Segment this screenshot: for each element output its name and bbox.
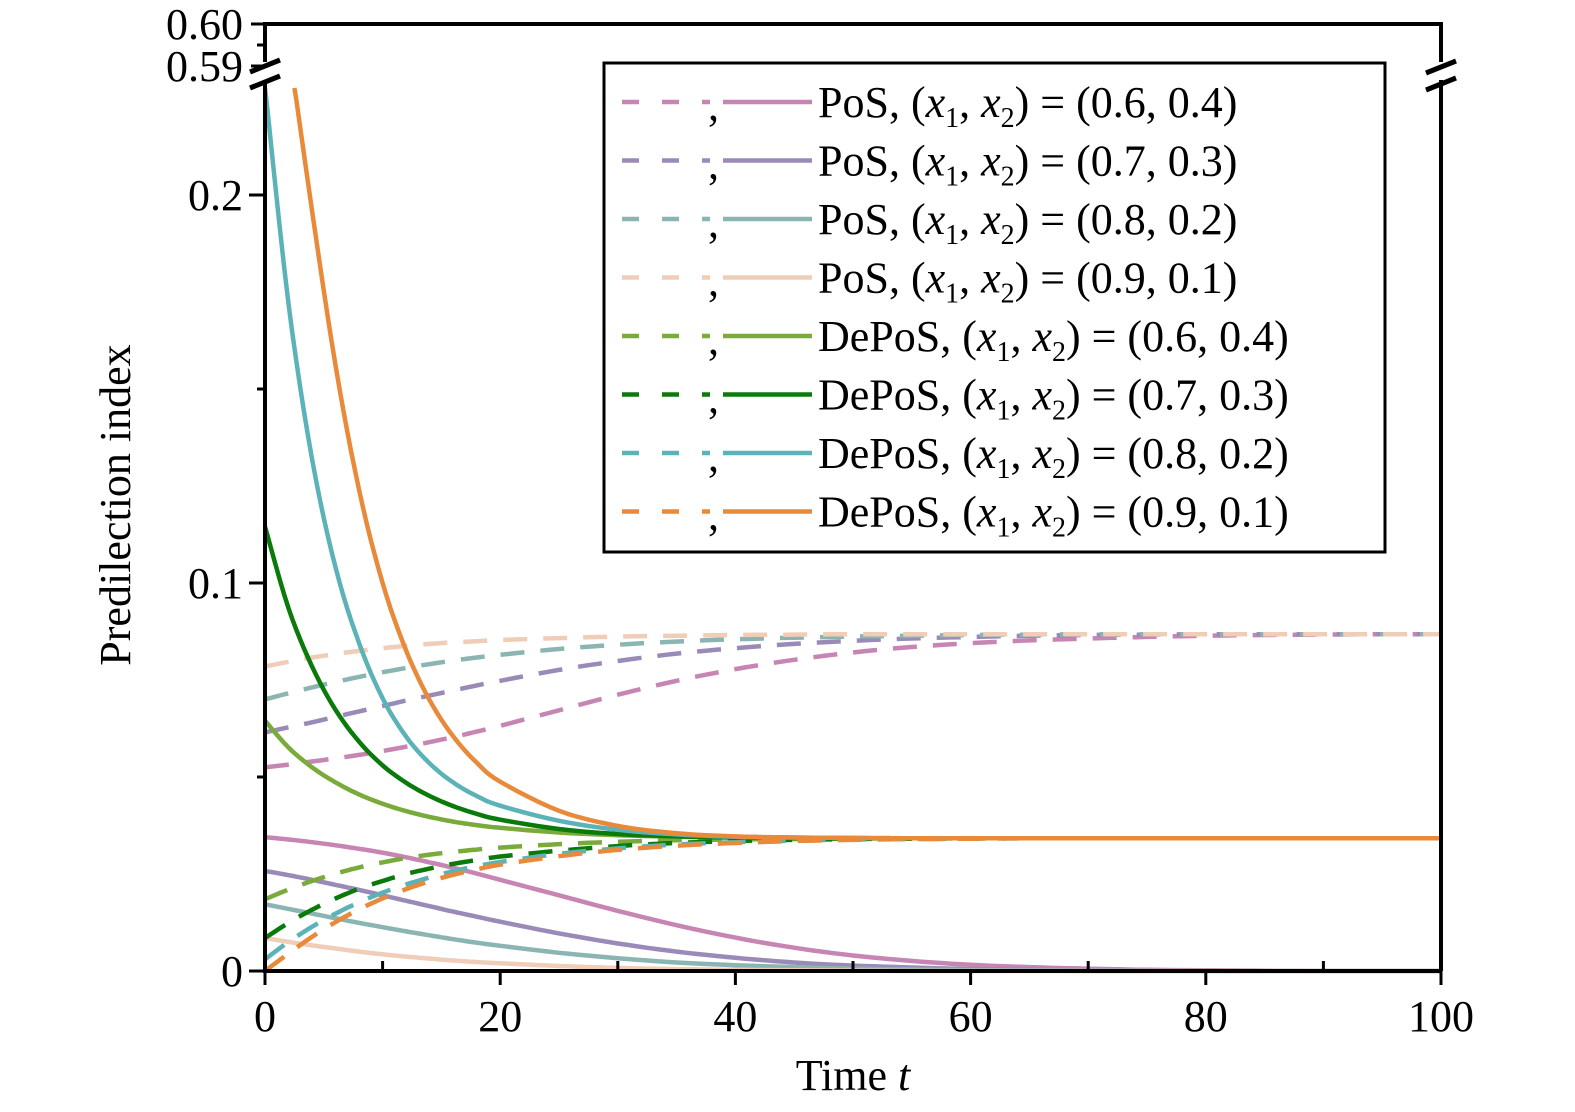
legend-separator: , (708, 140, 719, 189)
legend-item: , DePoS, (x1, x2) = (0.8, 0.2) (622, 429, 1289, 485)
x-axis-title: Time t (796, 1051, 912, 1100)
y-axis-title: Predilection index (91, 344, 140, 665)
legend-label: DePoS, (x1, x2) = (0.9, 0.1) (818, 488, 1289, 544)
legend-label: PoS, (x1, x2) = (0.9, 0.1) (818, 254, 1237, 310)
legend-box (602, 61, 1387, 554)
y-tick-label: 0.2 (188, 171, 243, 220)
series-solid-line (262, 526, 1441, 841)
x-tick-label: 0 (254, 992, 276, 1041)
legend-separator: , (708, 257, 719, 306)
series-dashed-line (263, 836, 1441, 962)
series-dashed-line (264, 836, 1441, 902)
y-tick-label: 0.1 (188, 559, 243, 608)
series-solid-line (292, 87, 1441, 841)
legend-item: , PoS, (x1, x2) = (0.7, 0.3) (622, 137, 1237, 193)
legend-item: , DePoS, (x1, x2) = (0.6, 0.4) (622, 312, 1289, 368)
legend-label: DePoS, (x1, x2) = (0.7, 0.3) (818, 371, 1289, 427)
x-ticks: 0 20 40 60 80 100 (254, 961, 1474, 1041)
x-tick-label: 60 (949, 992, 993, 1041)
series-solid-line (264, 834, 1441, 974)
x-tick-label: 100 (1408, 992, 1474, 1041)
legend-separator: , (708, 432, 719, 481)
legend-label: DePoS, (x1, x2) = (0.6, 0.4) (818, 312, 1289, 368)
legend-separator: , (708, 198, 719, 247)
legend-item: , DePoS, (x1, x2) = (0.7, 0.3) (622, 371, 1289, 427)
series-dashed-line (263, 836, 1441, 973)
legend-item: , DePoS, (x1, x2) = (0.9, 0.1) (622, 488, 1289, 544)
x-tick-label: 20 (478, 992, 522, 1041)
axis-break-left-icon (249, 57, 281, 91)
series-dashed-line (264, 631, 1441, 770)
y-ticks: 0 0.1 0.2 0.590.60 (166, 0, 265, 996)
series-7 (263, 87, 1441, 973)
legend-item: , PoS, (x1, x2) = (0.8, 0.2) (622, 195, 1237, 251)
y-upper-tick-label: 0.60 (166, 0, 243, 49)
legend-separator: , (708, 374, 719, 423)
legend-label: PoS, (x1, x2) = (0.6, 0.4) (818, 78, 1237, 134)
legend-label: PoS, (x1, x2) = (0.7, 0.3) (818, 137, 1237, 193)
x-tick-label: 80 (1184, 992, 1228, 1041)
legend-item: , PoS, (x1, x2) = (0.6, 0.4) (622, 78, 1237, 134)
legend-label: DePoS, (x1, x2) = (0.8, 0.2) (818, 429, 1289, 485)
series-dashed-line (264, 631, 1441, 669)
series-4 (263, 719, 1441, 902)
y-tick-label: 0 (221, 947, 243, 996)
axis-break-right-icon (1425, 58, 1457, 93)
x-tick-label: 40 (713, 992, 757, 1041)
legend-separator: , (708, 315, 719, 364)
axes-layer: 0 20 40 60 80 100 0 0.1 0.2 0.590.60 (166, 0, 1474, 1041)
y-upper-tick-label: 0.59 (166, 42, 243, 91)
legend-label: PoS, (x1, x2) = (0.8, 0.2) (818, 195, 1237, 251)
legend-item: , PoS, (x1, x2) = (0.9, 0.1) (622, 254, 1237, 310)
legend-separator: , (708, 81, 719, 130)
legend-separator: , (708, 491, 719, 540)
legend: , PoS, (x1, x2) = (0.6, 0.4), PoS, (x1, x2… (602, 61, 1387, 554)
